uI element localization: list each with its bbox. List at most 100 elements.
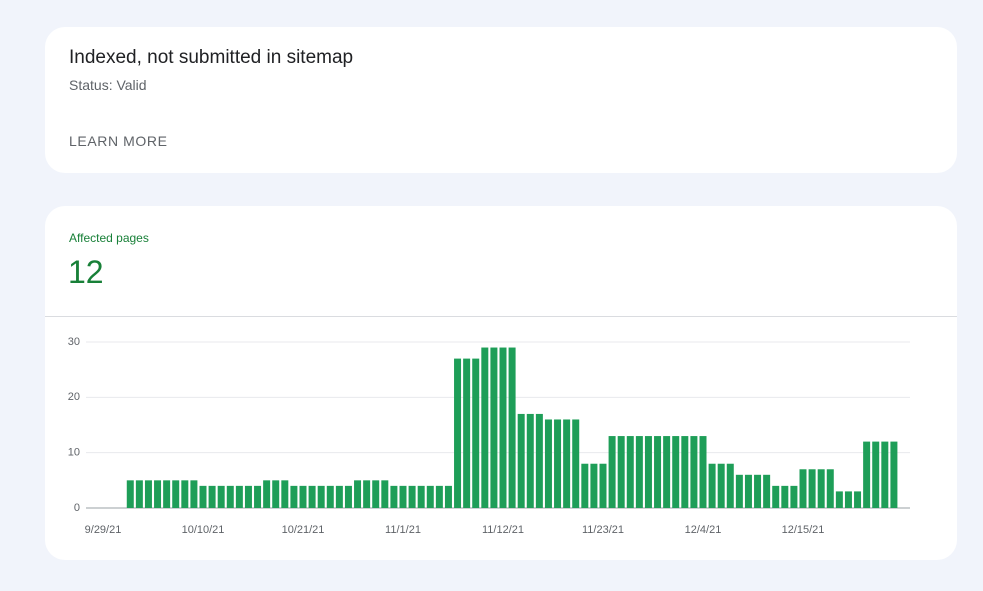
bar [217, 485, 225, 508]
y-tick-label: 20 [68, 391, 80, 403]
bar [626, 436, 634, 508]
bar [154, 480, 162, 508]
bar [590, 463, 598, 508]
bar [572, 419, 580, 508]
bar [499, 347, 507, 508]
bar [608, 436, 616, 508]
y-tick-label: 0 [74, 502, 80, 514]
bar [299, 485, 307, 508]
bar [681, 436, 689, 508]
bar [126, 480, 134, 508]
bar [372, 480, 380, 508]
bar [144, 480, 152, 508]
learn-more-link[interactable]: LEARN MORE [69, 133, 168, 149]
bar [435, 485, 443, 508]
summary-value: 12 [68, 254, 104, 290]
bar [708, 463, 716, 508]
bar [235, 485, 243, 508]
bar [672, 436, 680, 508]
bar [744, 474, 752, 508]
bar [508, 347, 516, 508]
bar [554, 419, 562, 508]
bar [854, 491, 862, 508]
bar [535, 413, 543, 508]
bar [808, 469, 816, 508]
bar [272, 480, 280, 508]
card-title: Indexed, not submitted in sitemap [69, 47, 354, 68]
bar [790, 485, 798, 508]
x-tick-label: 11/23/21 [582, 524, 624, 536]
bar [754, 474, 762, 508]
bar [863, 441, 871, 508]
bar [872, 441, 880, 508]
bar [417, 485, 425, 508]
bar [290, 485, 298, 508]
bar [399, 485, 407, 508]
bar [390, 485, 398, 508]
bar [344, 485, 352, 508]
bar [454, 358, 462, 508]
bar [317, 485, 325, 508]
divider [45, 316, 957, 317]
x-tick-label: 10/21/21 [282, 524, 325, 536]
bar [763, 474, 771, 508]
bar [699, 436, 707, 508]
bar [308, 485, 316, 508]
bar [526, 413, 534, 508]
bar [244, 485, 252, 508]
bar [517, 413, 525, 508]
bar [481, 347, 489, 508]
status-text: Status: Valid [69, 77, 147, 93]
bar [163, 480, 171, 508]
bar [663, 436, 671, 508]
bar [135, 480, 143, 508]
x-tick-label: 12/4/21 [685, 524, 722, 536]
bar [254, 485, 262, 508]
bar [444, 485, 452, 508]
bar [599, 463, 607, 508]
bar [617, 436, 625, 508]
bar [654, 436, 662, 508]
bar [199, 485, 207, 508]
bar [363, 480, 371, 508]
bar [563, 419, 571, 508]
bar [635, 436, 643, 508]
bar [326, 485, 334, 508]
bar [817, 469, 825, 508]
bar [799, 469, 807, 508]
bar [426, 485, 434, 508]
bar [644, 436, 652, 508]
bar [408, 485, 416, 508]
summary-label: Affected pages [69, 231, 149, 245]
bar [890, 441, 898, 508]
bar [772, 485, 780, 508]
bar [490, 347, 498, 508]
bar [181, 480, 189, 508]
x-tick-label: 11/12/21 [482, 524, 524, 536]
bar [835, 491, 843, 508]
bar [190, 480, 198, 508]
bar [735, 474, 743, 508]
bar [226, 485, 234, 508]
bar [172, 480, 180, 508]
bar [263, 480, 271, 508]
bar [717, 463, 725, 508]
x-tick-label: 12/15/21 [782, 524, 825, 536]
bar [281, 480, 289, 508]
x-tick-label: 9/29/21 [85, 524, 122, 536]
y-tick-label: 30 [68, 336, 80, 348]
bar [781, 485, 789, 508]
bar [463, 358, 471, 508]
bar [581, 463, 589, 508]
bar [354, 480, 362, 508]
bar [881, 441, 889, 508]
bar [690, 436, 698, 508]
x-tick-label: 10/10/21 [182, 524, 225, 536]
bar [844, 491, 852, 508]
bar [335, 485, 343, 508]
y-tick-label: 10 [68, 447, 80, 459]
status-card: Indexed, not submitted in sitemap Status… [45, 27, 957, 173]
bar [472, 358, 480, 508]
